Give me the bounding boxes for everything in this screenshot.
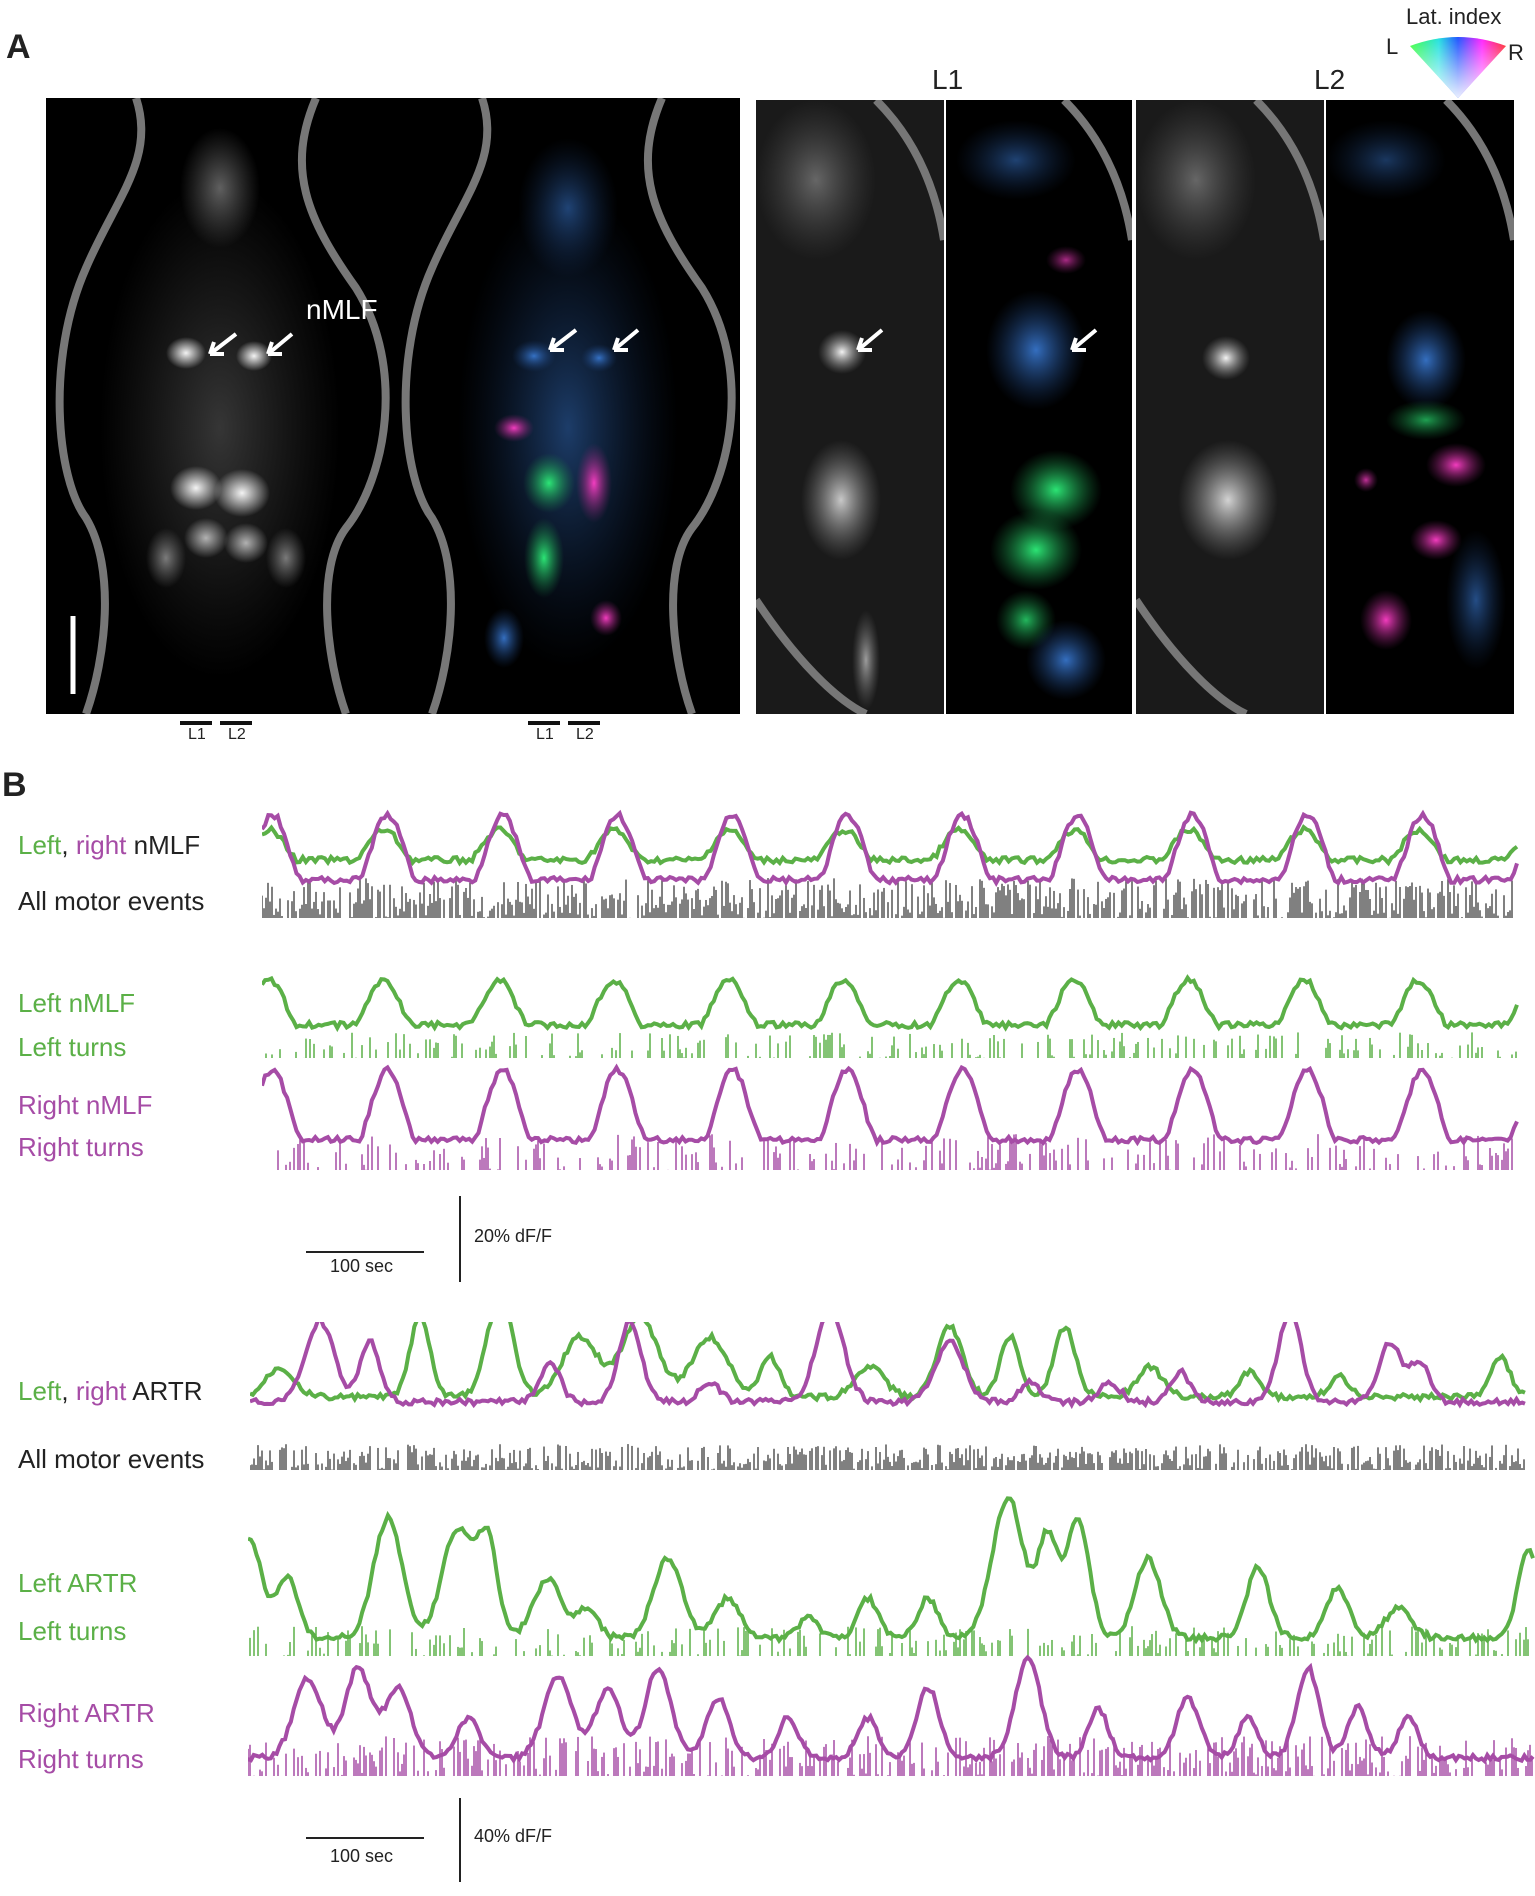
left-nmlf-trace — [262, 824, 1519, 867]
label-right: right — [75, 1376, 127, 1406]
l2-color-image — [1326, 100, 1514, 714]
lat-index-left: L — [1386, 34, 1399, 59]
left-artr-trace — [248, 1496, 1535, 1645]
arrow-icon — [548, 328, 640, 352]
left-artr-turns-label: Left turns — [18, 1616, 127, 1646]
left-artr-label: Left ARTR — [18, 1568, 138, 1598]
artr-amp-scale: 40% dF/F — [474, 1826, 553, 1846]
marker-l2: L2 — [576, 726, 594, 743]
right-artr-label: Right ARTR — [18, 1698, 155, 1728]
left-nmlf-label: Left nMLF — [18, 988, 136, 1018]
nmlf-scale-bars — [306, 1196, 461, 1282]
label-comma: , — [61, 1376, 76, 1406]
label-left: Left — [18, 830, 62, 860]
nmlf-combined-trace — [262, 809, 1519, 918]
right-nmlf-label: Right nMLF — [18, 1090, 153, 1120]
col-label-l1: L1 — [932, 64, 964, 95]
artr-row1-label: Left, right ARTR — [18, 1376, 203, 1407]
marker-l2: L2 — [228, 726, 246, 743]
l2-grayscale-image — [1136, 100, 1324, 714]
arrow-icon — [856, 328, 1098, 352]
right-artr-trace — [250, 1322, 1526, 1410]
label-left: Left — [18, 1376, 62, 1406]
panel-a-letter: A — [6, 28, 31, 66]
left-artr-trace-panel — [248, 1496, 1535, 1656]
left-nmlf-trace-panel — [262, 974, 1519, 1058]
right-artr-trace — [248, 1654, 1535, 1765]
left-artr-trace — [250, 1322, 1526, 1404]
artr-time-scale: 100 sec — [330, 1846, 394, 1866]
right-nmlf-trace-panel — [262, 1063, 1519, 1170]
artr-combined-trace — [250, 1322, 1526, 1470]
lat-index-title: Lat. index — [1406, 4, 1502, 29]
l1-grayscale-image — [756, 100, 944, 714]
l1-color-image — [946, 100, 1132, 714]
lat-index-right: R — [1508, 40, 1524, 65]
left-turns-label: Left turns — [18, 1032, 127, 1062]
col-label-l2: L2 — [1314, 64, 1346, 95]
right-artr-turns-label: Right turns — [18, 1744, 144, 1774]
panel-b-letter: B — [2, 766, 27, 804]
motor-events — [262, 878, 1513, 918]
brain-color-image — [394, 98, 740, 714]
right-artr-trace-panel — [248, 1654, 1535, 1776]
label-suffix: ARTR — [126, 1376, 203, 1406]
label-comma: , — [61, 830, 76, 860]
brain-grayscale-image — [46, 98, 394, 714]
right-turn-events — [277, 1134, 1513, 1170]
artr-motor-label: All motor events — [18, 1444, 205, 1474]
nmlf-label: nMLF — [306, 294, 378, 325]
nmlf-amp-scale: 20% dF/F — [474, 1226, 553, 1246]
label-suffix: nMLF — [126, 830, 201, 860]
right-nmlf-trace — [262, 809, 1519, 888]
artr-scale-bars — [306, 1798, 461, 1882]
marker-l1: L1 — [536, 726, 554, 743]
nmlf-motor-label: All motor events — [18, 886, 205, 916]
nmlf-time-scale: 100 sec — [330, 1256, 394, 1276]
left-turn-events — [265, 1032, 1517, 1058]
nmlf-row1-label: Left, right nMLF — [18, 830, 200, 861]
right-nmlf-trace — [262, 1063, 1519, 1148]
left-turn-events — [249, 1626, 1529, 1656]
motor-events — [250, 1444, 1525, 1470]
label-right: right — [75, 830, 127, 860]
left-nmlf-trace — [262, 974, 1519, 1033]
location-markers — [180, 721, 600, 725]
marker-l1: L1 — [188, 726, 206, 743]
arrow-icon — [208, 332, 294, 356]
right-turns-label: Right turns — [18, 1132, 144, 1162]
lat-index-colorwheel-icon — [1410, 37, 1506, 98]
